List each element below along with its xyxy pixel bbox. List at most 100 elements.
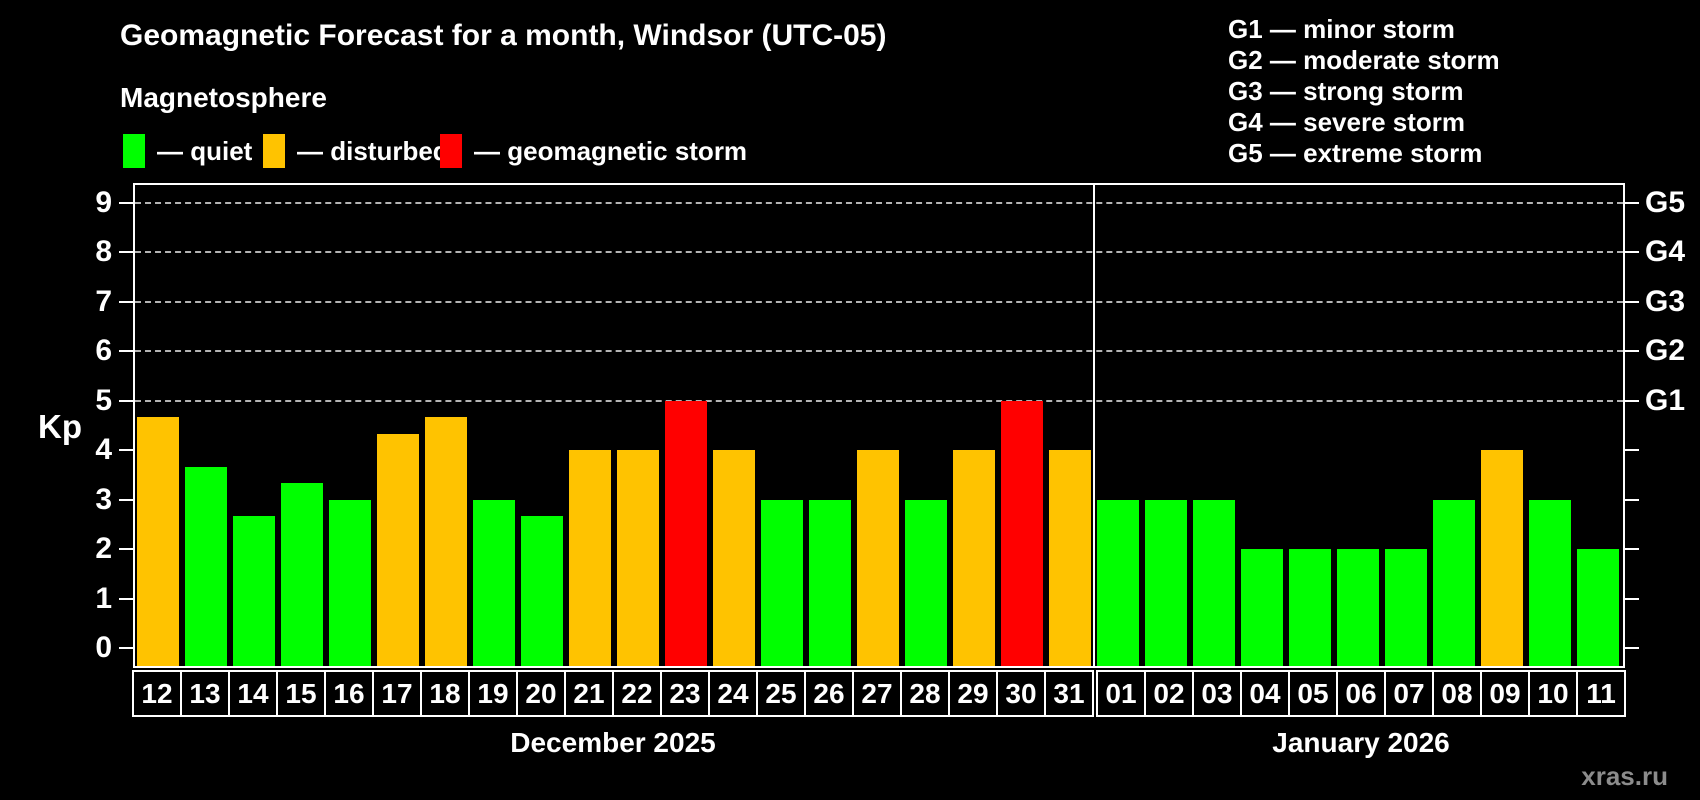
right-axis-tick-8 bbox=[1625, 251, 1639, 254]
y-axis-tick-0 bbox=[119, 647, 133, 649]
g-axis-label-g4: G4 bbox=[1645, 235, 1686, 269]
y-axis-tick-2 bbox=[119, 548, 133, 551]
watermark: xras.ru bbox=[1581, 761, 1668, 791]
kp-bar-27 bbox=[857, 450, 899, 666]
kp-bar-17 bbox=[377, 433, 419, 666]
kp-bar-10 bbox=[1529, 499, 1571, 666]
g-axis-label-g3: G3 bbox=[1645, 284, 1686, 318]
gridline-kp6 bbox=[135, 350, 1623, 353]
kp-bar-01 bbox=[1097, 499, 1139, 666]
y-axis-label-3: 3 bbox=[95, 482, 112, 516]
legend-item-disturbed: — disturbed bbox=[263, 134, 449, 168]
gridline-kp9 bbox=[135, 202, 1623, 204]
kp-bar-18 bbox=[425, 417, 467, 666]
date-cell-18: 18 bbox=[420, 670, 470, 717]
plot-area bbox=[133, 183, 1625, 668]
right-axis-tick-0 bbox=[1625, 647, 1639, 649]
y-axis-tick-7 bbox=[119, 300, 133, 303]
gridline-kp5 bbox=[135, 399, 1623, 402]
legend-item-storm: — geomagnetic storm bbox=[440, 134, 747, 168]
date-cell-21: 21 bbox=[564, 670, 614, 717]
disturbed-color-swatch bbox=[263, 134, 285, 168]
kp-bar-25 bbox=[761, 499, 803, 666]
kp-bar-09 bbox=[1481, 450, 1523, 666]
date-cell-13: 13 bbox=[180, 670, 230, 717]
date-cell-03: 03 bbox=[1192, 670, 1242, 717]
y-axis-label-5: 5 bbox=[95, 383, 112, 417]
legend-label-disturbed: — disturbed bbox=[297, 135, 449, 166]
legend-item-quiet: — quiet bbox=[123, 134, 252, 168]
date-cell-09: 09 bbox=[1480, 670, 1530, 717]
date-cell-31: 31 bbox=[1044, 670, 1094, 717]
kp-bar-29 bbox=[953, 450, 995, 666]
y-axis-tick-4 bbox=[119, 449, 133, 452]
page-title: Geomagnetic Forecast for a month, Windso… bbox=[120, 19, 887, 52]
date-cell-01: 01 bbox=[1096, 670, 1146, 717]
kp-bar-20 bbox=[521, 515, 563, 666]
kp-bar-06 bbox=[1337, 549, 1379, 666]
right-axis-tick-1 bbox=[1625, 597, 1639, 600]
kp-bar-23 bbox=[665, 400, 707, 666]
kp-bar-21 bbox=[569, 450, 611, 666]
month-label-december: December 2025 bbox=[510, 727, 716, 758]
y-axis-label-9: 9 bbox=[95, 186, 112, 219]
kp-bar-05 bbox=[1289, 549, 1331, 666]
y-axis-tick-3 bbox=[119, 498, 133, 501]
kp-bar-11 bbox=[1577, 549, 1619, 666]
right-axis-tick-7 bbox=[1625, 300, 1639, 303]
date-cell-07: 07 bbox=[1384, 670, 1434, 717]
date-cell-17: 17 bbox=[372, 670, 422, 717]
kp-bar-12 bbox=[137, 417, 179, 666]
kp-bar-02 bbox=[1145, 499, 1187, 666]
kp-bar-15 bbox=[281, 483, 323, 666]
date-cell-12: 12 bbox=[132, 670, 182, 717]
legend-label-quiet: — quiet bbox=[157, 135, 253, 166]
kp-bar-28 bbox=[905, 499, 947, 666]
g-legend-line-g4: G4 — severe storm bbox=[1228, 107, 1466, 137]
g-legend-line-g2: G2 — moderate storm bbox=[1228, 45, 1500, 75]
g-axis-label-g1: G1 bbox=[1645, 383, 1686, 417]
kp-bar-13 bbox=[185, 466, 227, 666]
kp-bar-26 bbox=[809, 499, 851, 666]
chart-subtitle: Magnetosphere bbox=[120, 82, 327, 113]
y-axis-label-8: 8 bbox=[95, 235, 112, 269]
kp-bar-14 bbox=[233, 515, 275, 666]
date-cell-16: 16 bbox=[324, 670, 374, 717]
date-cell-30: 30 bbox=[996, 670, 1046, 717]
kp-bar-22 bbox=[617, 450, 659, 666]
g-axis-label-g5: G5 bbox=[1645, 186, 1686, 219]
date-cell-25: 25 bbox=[756, 670, 806, 717]
right-axis-tick-4 bbox=[1625, 449, 1639, 452]
date-cell-15: 15 bbox=[276, 670, 326, 717]
y-axis-title: Kp bbox=[38, 408, 82, 445]
right-axis-tick-9 bbox=[1625, 202, 1639, 204]
date-cell-14: 14 bbox=[228, 670, 278, 717]
date-cell-23: 23 bbox=[660, 670, 710, 717]
g-axis-label-g2: G2 bbox=[1645, 334, 1686, 368]
y-axis-label-2: 2 bbox=[95, 532, 112, 566]
y-axis-tick-8 bbox=[119, 251, 133, 254]
y-axis-tick-9 bbox=[119, 202, 133, 204]
kp-bar-24 bbox=[713, 450, 755, 666]
quiet-color-swatch bbox=[123, 134, 145, 168]
month-divider bbox=[1093, 185, 1095, 666]
kp-bar-16 bbox=[329, 499, 371, 666]
right-axis-tick-3 bbox=[1625, 498, 1639, 501]
kp-bar-04 bbox=[1241, 549, 1283, 666]
kp-bar-07 bbox=[1385, 549, 1427, 666]
gridline-kp8 bbox=[135, 251, 1623, 254]
date-cell-08: 08 bbox=[1432, 670, 1482, 717]
kp-bar-31 bbox=[1049, 450, 1091, 666]
date-cell-10: 10 bbox=[1528, 670, 1578, 717]
kp-bar-30 bbox=[1001, 400, 1043, 666]
y-axis-tick-5 bbox=[119, 399, 133, 402]
g-legend-line-g3: G3 — strong storm bbox=[1228, 76, 1464, 106]
right-axis-tick-2 bbox=[1625, 548, 1639, 551]
legend-label-storm: — geomagnetic storm bbox=[474, 135, 748, 166]
y-axis-label-1: 1 bbox=[95, 581, 112, 615]
y-axis-label-6: 6 bbox=[95, 334, 112, 368]
date-cell-27: 27 bbox=[852, 670, 902, 717]
gridline-kp7 bbox=[135, 300, 1623, 303]
month-label-january: January 2026 bbox=[1272, 727, 1450, 758]
